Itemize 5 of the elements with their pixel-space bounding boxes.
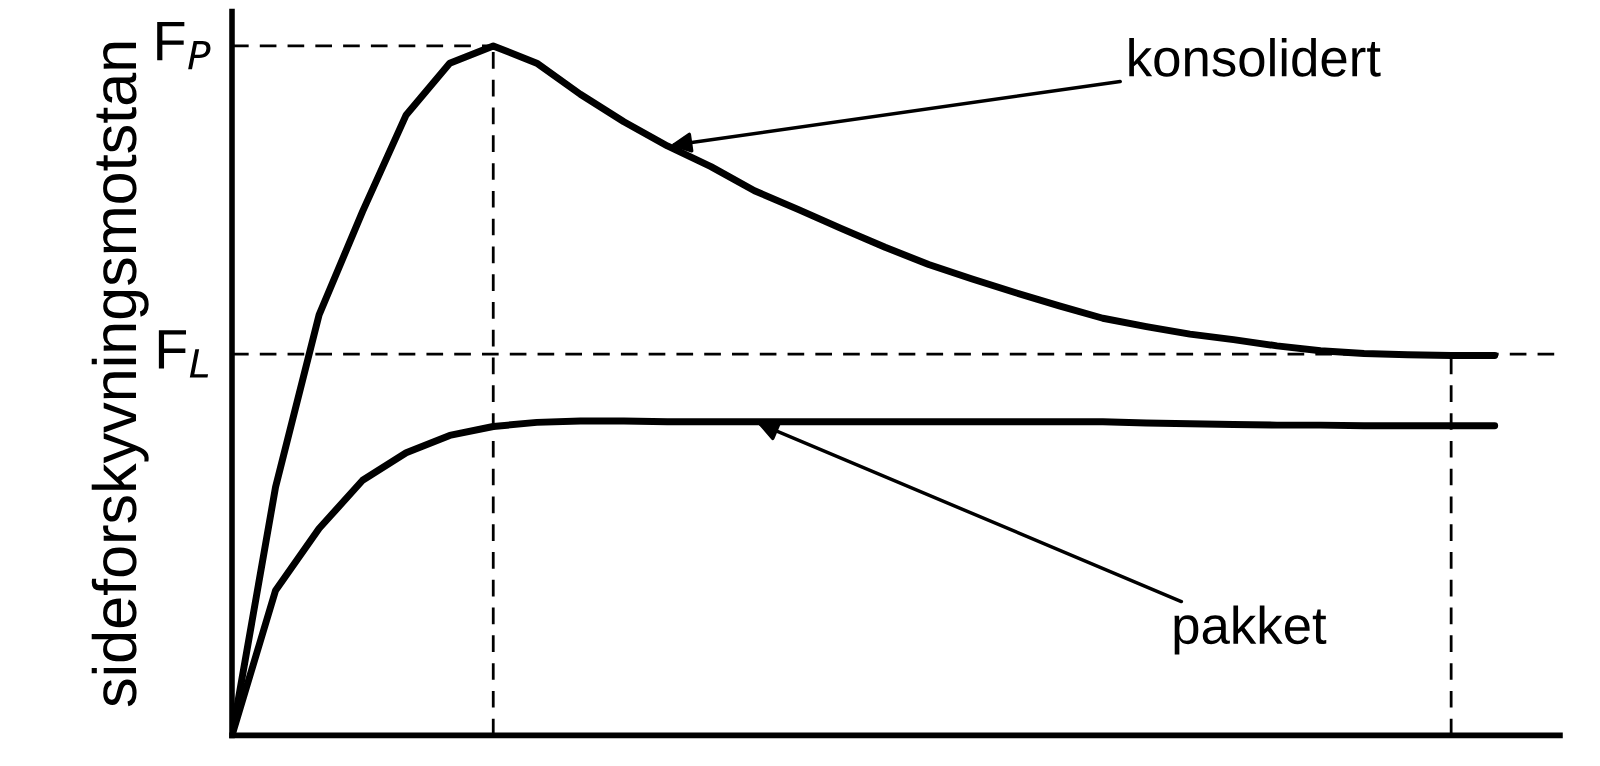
ref-line-label: F$_{L}$ xyxy=(158,330,209,378)
annotation: pakket xyxy=(1174,605,1327,655)
ref-line-label: F$_{P}$ xyxy=(157,21,211,70)
y-axis-title: sideforskyvningsmotstan xyxy=(91,42,149,707)
annotation: konsolidert xyxy=(1129,37,1381,77)
